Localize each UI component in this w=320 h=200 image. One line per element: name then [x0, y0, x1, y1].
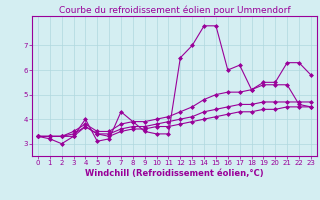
X-axis label: Windchill (Refroidissement éolien,°C): Windchill (Refroidissement éolien,°C): [85, 169, 264, 178]
Title: Courbe du refroidissement éolien pour Ummendorf: Courbe du refroidissement éolien pour Um…: [59, 6, 290, 15]
